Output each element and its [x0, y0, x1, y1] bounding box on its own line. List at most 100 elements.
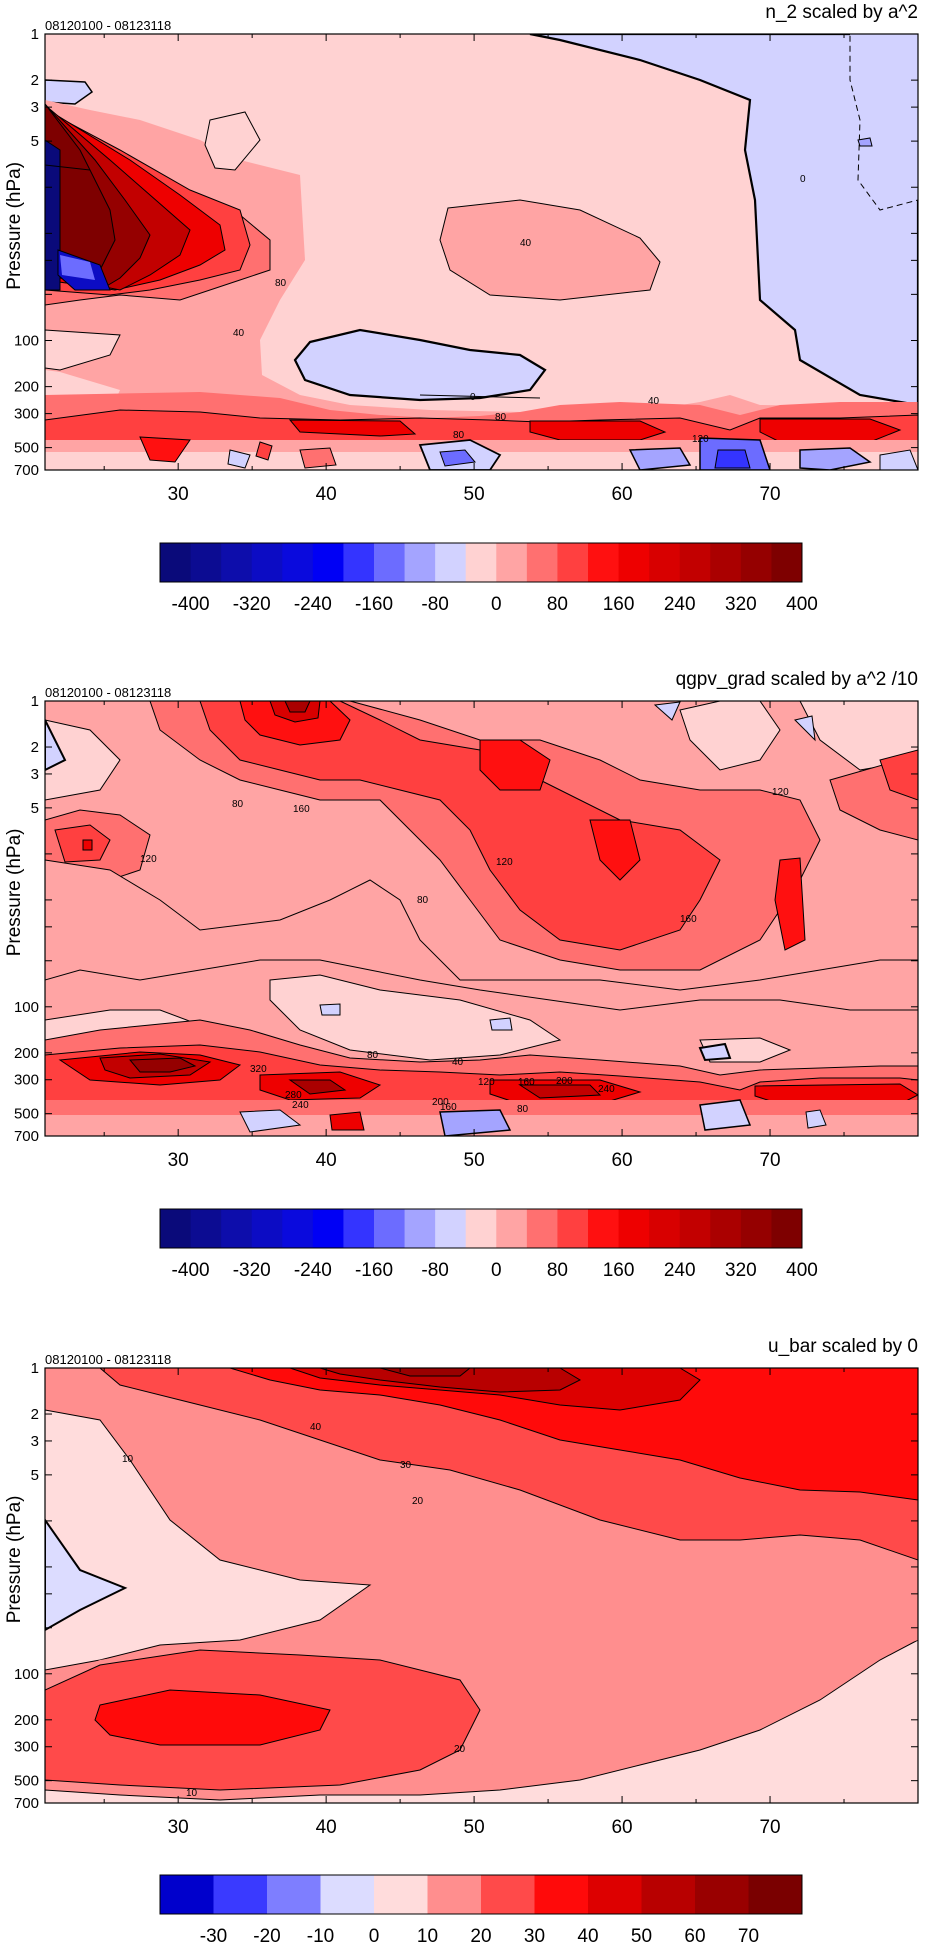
y-axis-label: Pressure (hPa) [4, 1496, 25, 1624]
colorbar-swatch [618, 543, 650, 582]
y-tick-label: 500 [14, 1773, 39, 1790]
panel-2-contour-label-120c: 120 [772, 787, 789, 798]
colorbar-swatch [190, 1209, 222, 1248]
colorbar-swatch [710, 1209, 742, 1248]
y-tick-label: 100 [14, 332, 39, 349]
panel-1-contour-label-80c: 80 [453, 430, 465, 441]
colorbar-label: -400 [172, 1260, 210, 1281]
colorbar-swatch [160, 543, 192, 582]
y-tick-label: 5 [31, 133, 39, 150]
panel-3-frame [44, 1367, 919, 1804]
colorbar-swatch [526, 1209, 558, 1248]
colorbar-label: 320 [725, 1260, 757, 1281]
panel-3-contour-label-20b: 20 [454, 1744, 466, 1755]
colorbar-label: 240 [664, 594, 696, 615]
colorbar-swatch [496, 1209, 528, 1248]
y-tick-label: 3 [31, 99, 39, 116]
colorbar-swatch [282, 543, 314, 582]
panel-3-axes: 30 40 50 60 70 1 2 3 5 100 200 300 500 700 Pressure (h… [4, 1360, 918, 1838]
panel-1-colorbar: -400 -320 -240 -160 -80 0 80 160 240 320 400 [159, 542, 818, 615]
colorbar-swatch [343, 1209, 375, 1248]
colorbar-label: 40 [577, 1926, 598, 1943]
panel-3-contour-label-10b: 10 [186, 1788, 198, 1799]
colorbar-label: -320 [233, 1260, 271, 1281]
colorbar-label: 0 [491, 1260, 502, 1281]
y-tick-label: 3 [31, 766, 39, 783]
colorbar-label: -320 [233, 594, 271, 615]
y-tick-label: 300 [14, 406, 39, 423]
panel-2-contour-label-240: 240 [292, 1100, 309, 1111]
colorbar-label: 400 [786, 1260, 818, 1281]
x-tick-label: 60 [611, 484, 632, 505]
colorbar-label: 160 [603, 594, 635, 615]
panel-2-contour-label-40: 40 [452, 1057, 464, 1068]
colorbar-label: -160 [355, 594, 393, 615]
y-tick-label: 2 [31, 739, 39, 756]
panel-2-contour-label-120b: 120 [496, 857, 513, 868]
colorbar-swatch [190, 543, 222, 582]
panel-1-contour-label-40b: 40 [233, 328, 245, 339]
colorbar-swatch [771, 543, 803, 582]
panel-2-contour-label-160d: 160 [518, 1077, 535, 1088]
x-tick-label: 40 [316, 1150, 337, 1171]
colorbar-swatch [312, 1209, 344, 1248]
colorbar-swatch [343, 543, 375, 582]
panel-3-title: u_bar scaled by 0 [768, 1336, 918, 1357]
colorbar-label: -20 [253, 1926, 280, 1943]
colorbar-swatch [618, 1209, 650, 1248]
y-tick-label: 300 [14, 1739, 39, 1756]
colorbar-label: 70 [738, 1926, 759, 1943]
colorbar-swatch [710, 543, 742, 582]
colorbar-swatch [748, 1875, 803, 1914]
panel-3-contour-label-40: 40 [310, 1422, 322, 1433]
colorbar-swatch [312, 543, 344, 582]
y-tick-label: 200 [14, 1712, 39, 1729]
y-tick-label: 2 [31, 72, 39, 89]
colorbar-swatch [267, 1875, 321, 1914]
colorbar-label: 20 [470, 1926, 491, 1943]
panel-2-colorbar: -400 -320 -240 -160 -80 0 80 160 240 320 400 [159, 1208, 818, 1281]
panel-2-axes: 30 40 50 60 70 1 2 3 5 100 200 300 500 700 Pressure (h… [4, 693, 918, 1171]
x-tick-label: 70 [759, 484, 780, 505]
y-axis-label: Pressure (hPa) [4, 162, 25, 290]
colorbar-label: -400 [172, 594, 210, 615]
colorbar-label: -80 [421, 1260, 448, 1281]
panel-2-contour-label-240b: 240 [598, 1084, 615, 1095]
y-tick-label: 700 [14, 1795, 39, 1812]
panel-3-colorbar: -30 -20 -10 0 10 20 30 40 50 60 70 [159, 1874, 803, 1943]
colorbar-swatch [588, 1209, 620, 1248]
colorbar-label: 30 [524, 1926, 545, 1943]
colorbar-swatch [374, 543, 406, 582]
panel-1-title: n_2 scaled by a^2 [765, 2, 918, 23]
panel-2-contour-label-120: 120 [140, 854, 157, 865]
y-tick-label: 5 [31, 1467, 39, 1484]
panel-1-contour-label-120: 120 [692, 434, 709, 445]
colorbar-swatch [526, 543, 558, 582]
y-axis-label: Pressure (hPa) [4, 829, 25, 957]
colorbar-swatch [435, 543, 467, 582]
colorbar-frame [159, 1208, 803, 1249]
colorbar-swatch [588, 543, 620, 582]
x-tick-label: 70 [759, 1150, 780, 1171]
colorbar-swatch [160, 1875, 214, 1914]
colorbar-swatch [404, 543, 436, 582]
y-tick-label: 200 [14, 379, 39, 396]
colorbar-swatch [649, 543, 681, 582]
panel-1-axes: 30 40 50 60 70 1 2 3 5 100 200 300 500 700 Pressure (h… [4, 26, 918, 505]
panel-3-u-bar: u_bar scaled by 0 08120100 - 08123118 40… [4, 1336, 919, 1943]
x-tick-label: 50 [464, 1150, 485, 1171]
y-tick-label: 100 [14, 1666, 39, 1683]
colorbar-swatch [588, 1875, 642, 1914]
panel-2-contour-label-320: 320 [250, 1064, 267, 1075]
panel-1-contour-label-80: 80 [275, 278, 287, 289]
colorbar-swatch [160, 1209, 192, 1248]
colorbar-swatch [679, 543, 711, 582]
panel-2-contour-label-80c: 80 [367, 1050, 379, 1061]
panel-1-n2: n_2 scaled by a^2 08120100 - 08123118 [4, 2, 919, 615]
colorbar-swatch [771, 1209, 803, 1248]
x-tick-label: 70 [759, 1817, 780, 1838]
colorbar-swatch [557, 1209, 589, 1248]
colorbar-label: -30 [200, 1926, 227, 1943]
panel-1-field: 40 80 40 0 80 80 40 120 0 [45, 34, 918, 470]
colorbar-swatch [740, 1209, 772, 1248]
